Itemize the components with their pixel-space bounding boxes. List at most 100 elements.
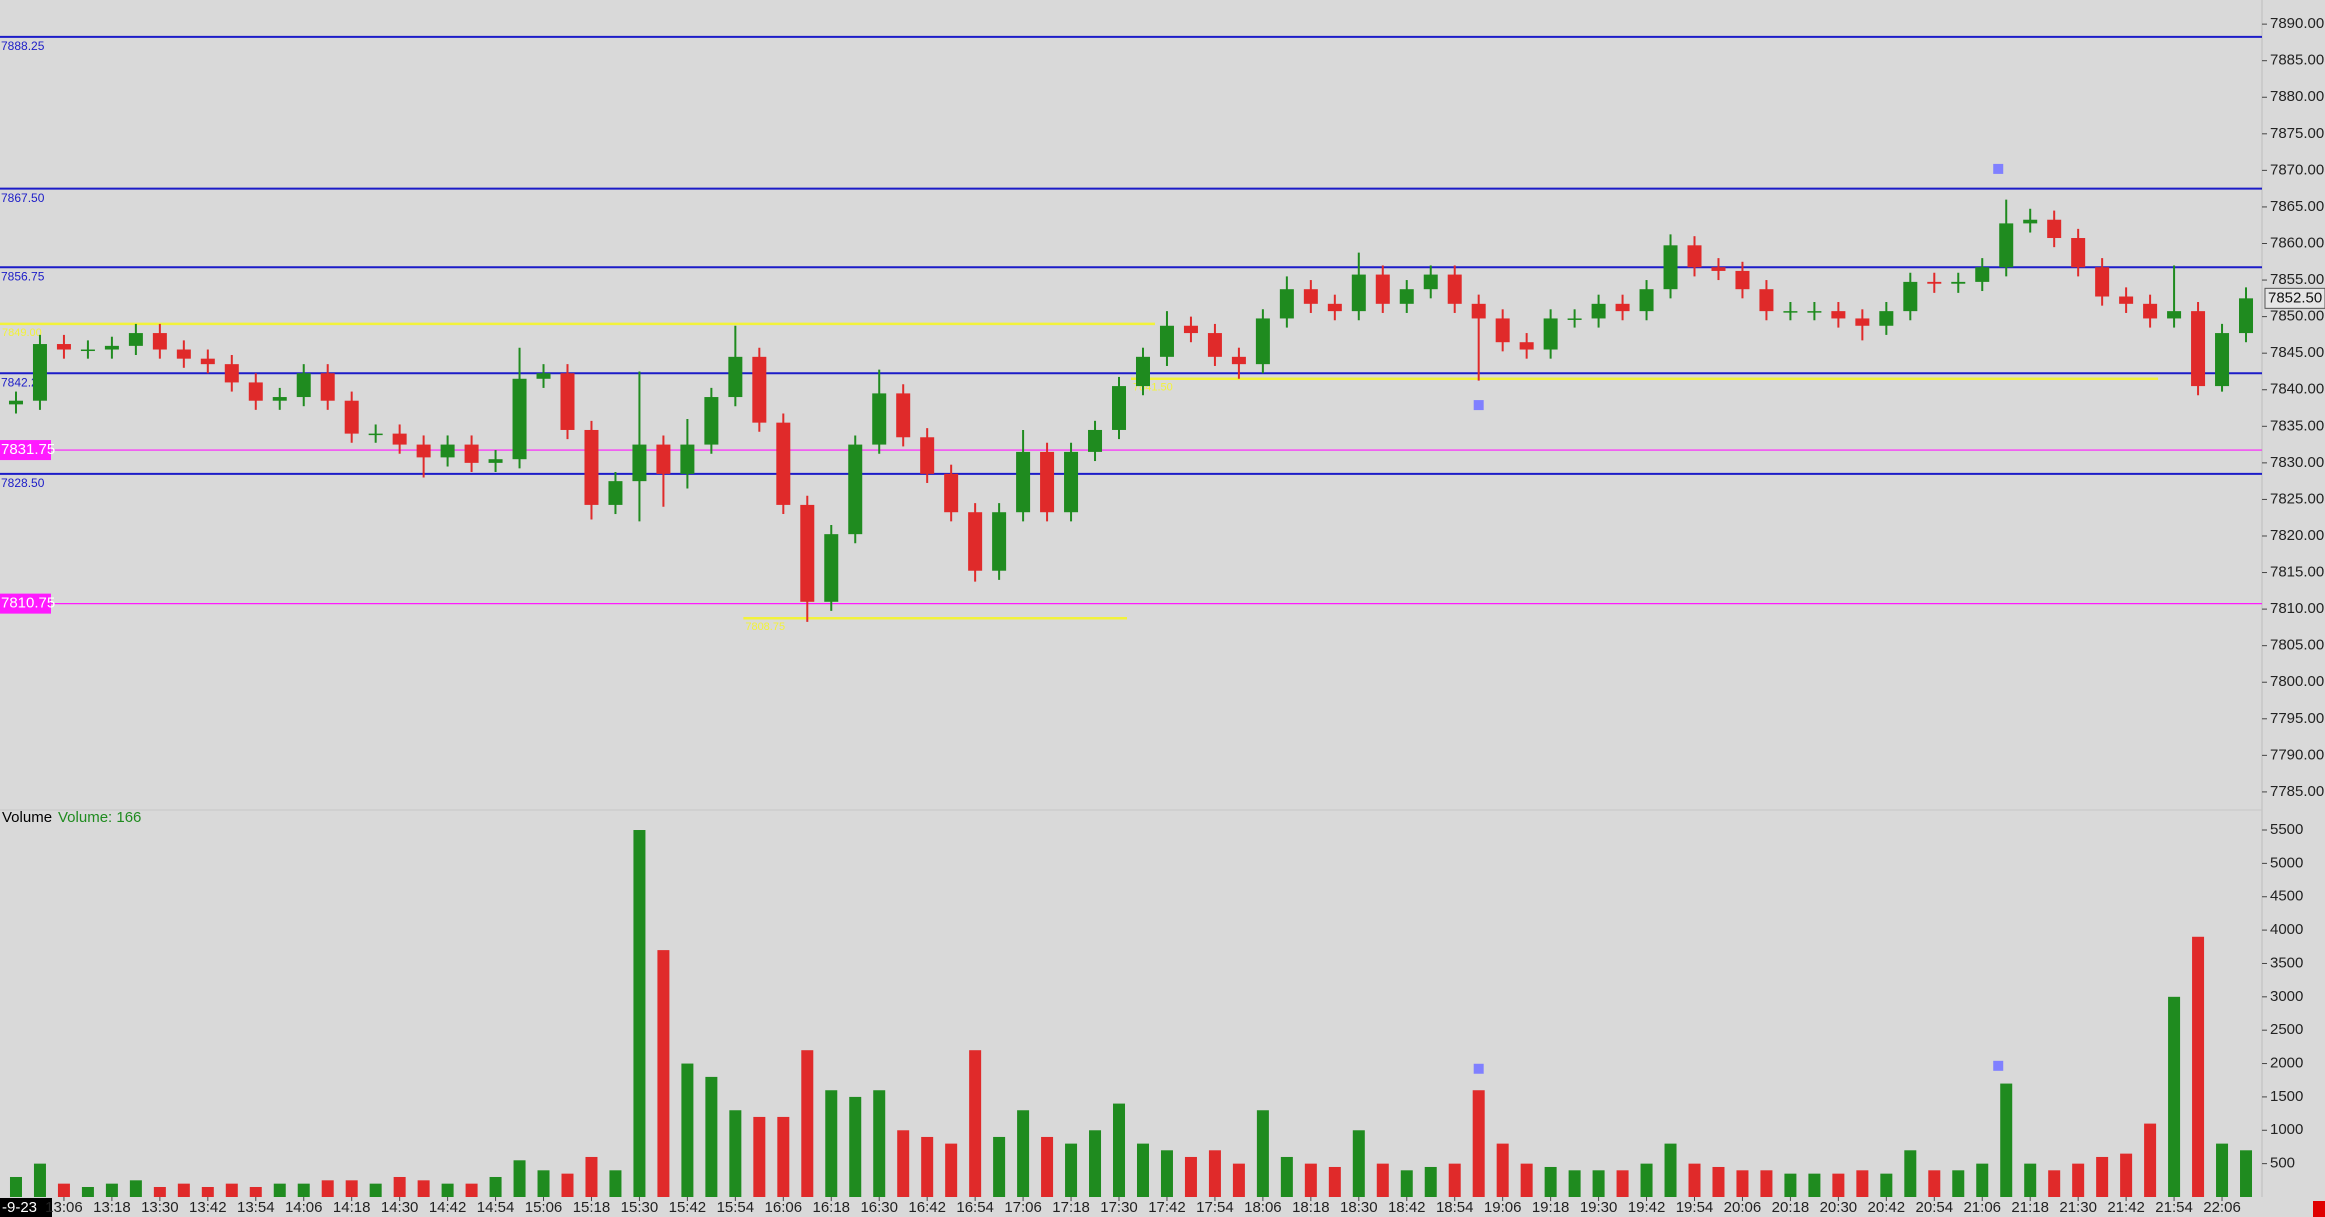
candle-body — [1711, 267, 1726, 271]
candle-body — [152, 333, 167, 350]
volume-y-tick-label: 4500 — [2270, 888, 2303, 905]
volume-bar — [9, 1176, 22, 1197]
volume-bar — [129, 1180, 142, 1197]
candle-body — [296, 373, 311, 398]
x-tick-label: 22:06 — [2203, 1199, 2241, 1216]
tagged-level-box — [0, 440, 51, 461]
volume-bar — [1712, 1166, 1725, 1197]
candle-body — [464, 444, 479, 463]
candle-body — [944, 473, 959, 513]
volume-bar — [2096, 1156, 2109, 1197]
candle-body — [248, 382, 263, 401]
candle-body — [200, 358, 215, 365]
volume-bar — [585, 1156, 598, 1197]
volume-bar — [969, 1050, 982, 1197]
x-tick-label: 16:30 — [860, 1199, 898, 1216]
x-tick-label: 14:06 — [285, 1199, 323, 1216]
x-tick-label: 21:06 — [1963, 1199, 2001, 1216]
volume-bar — [417, 1180, 430, 1197]
volume-bar — [897, 1130, 910, 1197]
candle-body — [872, 393, 887, 445]
candle-body — [512, 378, 527, 460]
candle-body — [2023, 219, 2038, 224]
y-tick-label: 7800.00 — [2270, 673, 2324, 690]
volume-bar — [1041, 1136, 1054, 1197]
x-tick-label: 15:42 — [669, 1199, 707, 1216]
candle-body — [1112, 386, 1127, 430]
candle-body — [1567, 318, 1582, 320]
candle-body — [2143, 303, 2158, 319]
candle-body — [2119, 296, 2134, 304]
volume-bar — [2168, 996, 2181, 1197]
candle-body — [1519, 342, 1534, 350]
candle-body — [80, 349, 95, 352]
volume-bar — [1856, 1170, 1869, 1197]
volume-bar — [1328, 1166, 1341, 1197]
x-tick-label: 15:06 — [525, 1199, 563, 1216]
volume-bar — [1304, 1163, 1317, 1197]
volume-y-tick-label: 500 — [2270, 1155, 2295, 1172]
volume-bar — [1113, 1103, 1126, 1197]
volume-bar — [33, 1163, 46, 1197]
x-tick-label: 20:54 — [1916, 1199, 1954, 1216]
candle-body — [368, 433, 383, 436]
volume-bar — [225, 1183, 238, 1197]
date-label-box — [0, 1198, 52, 1217]
volume-bar — [705, 1076, 718, 1197]
x-tick-label: 14:30 — [381, 1199, 419, 1216]
volume-bar — [1736, 1170, 1749, 1197]
y-tick-label: 7880.00 — [2270, 88, 2324, 105]
x-tick-label: 18:54 — [1436, 1199, 1474, 1216]
y-tick-label: 7845.00 — [2270, 344, 2324, 361]
volume-bar — [993, 1136, 1006, 1197]
candle-body — [224, 364, 239, 383]
volume-bar — [777, 1116, 790, 1197]
x-tick-label: 17:18 — [1052, 1199, 1090, 1216]
date-label: -9-23 — [2, 1199, 37, 1216]
candle-body — [1927, 281, 1942, 284]
x-tick-label: 16:54 — [956, 1199, 994, 1216]
y-tick-label: 7865.00 — [2270, 198, 2324, 215]
candle-body — [344, 400, 359, 434]
volume-bar — [2216, 1143, 2229, 1197]
volume-bar — [1089, 1130, 1102, 1197]
volume-bar — [489, 1176, 502, 1197]
x-tick-label: 19:30 — [1580, 1199, 1618, 1216]
volume-bar — [561, 1173, 574, 1197]
x-tick-label: 18:42 — [1388, 1199, 1426, 1216]
volume-y-tick-label: 4000 — [2270, 921, 2303, 938]
x-tick-label: 17:54 — [1196, 1199, 1234, 1216]
volume-signal-marker — [1993, 1060, 2004, 1071]
x-tick-label: 20:06 — [1724, 1199, 1762, 1216]
candle-body — [1327, 303, 1342, 312]
x-tick-label: 13:30 — [141, 1199, 179, 1216]
x-tick-label: 14:54 — [477, 1199, 515, 1216]
candle-body — [2167, 311, 2182, 319]
y-tick-label: 7820.00 — [2270, 527, 2324, 544]
candle-body — [608, 481, 623, 505]
volume-bar — [1256, 1110, 1269, 1197]
candle-body — [320, 373, 335, 401]
volume-bar — [1160, 1150, 1173, 1197]
volume-bar — [273, 1183, 286, 1197]
y-tick-label: 7785.00 — [2270, 783, 2324, 800]
volume-y-tick-label: 1000 — [2270, 1121, 2303, 1138]
volume-bar — [1784, 1173, 1797, 1197]
candle-body — [1088, 429, 1103, 452]
candle-body — [1903, 281, 1918, 312]
candle-body — [704, 397, 719, 445]
candle-body — [1399, 289, 1414, 304]
volume-bar — [1568, 1170, 1581, 1197]
x-tick-label: 15:54 — [717, 1199, 755, 1216]
volume-bar — [2024, 1163, 2037, 1197]
volume-bar — [2120, 1153, 2133, 1197]
candle-body — [1016, 451, 1031, 513]
y-tick-label: 7870.00 — [2270, 161, 2324, 178]
candle-body — [1807, 311, 1822, 313]
x-tick-label: 16:42 — [908, 1199, 946, 1216]
volume-bar — [753, 1116, 766, 1197]
x-tick-label: 14:42 — [429, 1199, 467, 1216]
volume-bar — [729, 1110, 742, 1197]
y-tick-label: 7830.00 — [2270, 454, 2324, 471]
y-tick-label: 7860.00 — [2270, 234, 2324, 251]
